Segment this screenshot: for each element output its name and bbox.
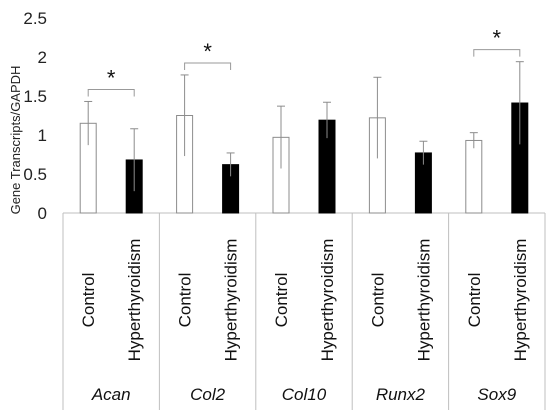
bars <box>79 102 529 214</box>
category-label-hyperthyroidism: Hyperthyroidism <box>318 239 337 362</box>
y-tick-label: 1 <box>38 126 47 145</box>
gene-label-col10: Col10 <box>282 385 327 404</box>
category-labels: Control Hyperthyroidism Control Hyperthyroi… <box>79 239 530 362</box>
significance-bracket <box>87 88 135 97</box>
gene-label-runx2: Runx2 <box>376 385 426 404</box>
significance-asterisk: * <box>493 26 502 51</box>
y-tick-label: 0.5 <box>23 165 47 184</box>
error-bars <box>84 61 524 192</box>
bar-sox9-control <box>465 139 483 214</box>
significance-markers: * * * <box>87 26 521 97</box>
category-label-control: Control <box>79 273 98 328</box>
category-label-control: Control <box>368 273 387 328</box>
gene-label-sox9: Sox9 <box>477 385 516 404</box>
category-label-control: Control <box>272 273 291 328</box>
significance-bracket <box>184 62 232 70</box>
y-tick-label: 1.5 <box>23 87 47 106</box>
category-label-control: Control <box>465 273 484 328</box>
y-axis-ticks: 0 0.5 1 1.5 2 2.5 <box>23 9 47 223</box>
y-tick-label: 0 <box>38 204 47 223</box>
y-tick-label: 2.5 <box>23 9 47 28</box>
gene-label-col2: Col2 <box>190 385 226 404</box>
category-label-hyperthyroidism: Hyperthyroidism <box>125 239 144 362</box>
axes <box>62 212 546 410</box>
gene-label-acan: Acan <box>91 385 131 404</box>
significance-asterisk: * <box>203 39 212 64</box>
category-label-hyperthyroidism: Hyperthyroidism <box>222 239 241 362</box>
y-tick-label: 2 <box>38 48 47 67</box>
significance-asterisk: * <box>107 65 116 90</box>
category-label-control: Control <box>176 273 195 328</box>
y-axis-title: Gene Transcripts/GAPDH <box>8 66 23 215</box>
significance-bracket <box>473 49 521 57</box>
gene-labels: Acan Col2 Col10 Runx2 Sox9 <box>91 385 517 404</box>
category-label-hyperthyroidism: Hyperthyroidism <box>511 239 530 362</box>
category-label-hyperthyroidism: Hyperthyroidism <box>414 239 433 362</box>
